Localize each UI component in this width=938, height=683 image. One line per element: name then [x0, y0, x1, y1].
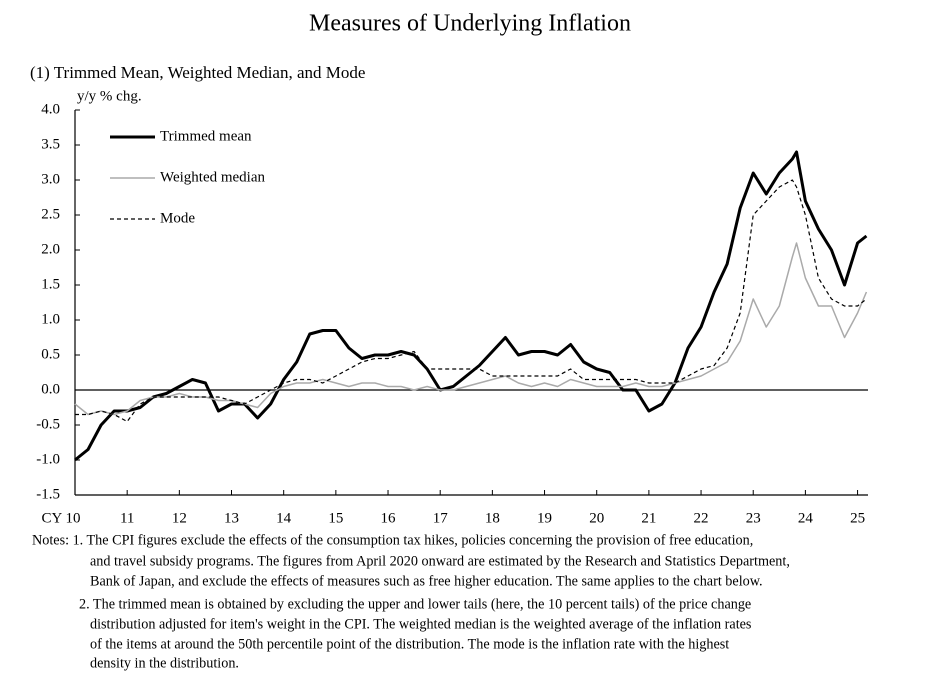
series-line: [74, 150, 868, 462]
x-tick-label: 20: [589, 510, 604, 526]
legend-label: Weighted median: [160, 169, 266, 185]
y-tick-label: -0.5: [36, 416, 60, 432]
y-tick-label: 3.0: [41, 171, 60, 187]
y-tick-label: 0.0: [41, 381, 60, 397]
chart-title: Measures of Underlying Inflation: [309, 11, 631, 37]
y-tick-label: 2.0: [41, 241, 60, 257]
x-tick-label: 21: [641, 510, 656, 526]
series-line: [75, 179, 867, 423]
y-tick-label: 1.0: [41, 311, 60, 327]
x-tick-label: 19: [537, 510, 552, 526]
x-tick-label: 13: [224, 510, 239, 526]
x-tick-label: 24: [798, 510, 814, 526]
y-tick-label: -1.5: [36, 486, 60, 502]
note-line: density in the distribution.: [90, 655, 239, 671]
x-tick-label: 11: [120, 510, 134, 526]
y-tick-label: 4.0: [41, 101, 60, 117]
note-line: Bank of Japan, and exclude the effects o…: [90, 573, 763, 589]
note-line: 2. The trimmed mean is obtained by exclu…: [79, 596, 751, 612]
note-line: Notes: 1. The CPI figures exclude the ef…: [32, 532, 753, 548]
x-tick-label: 14: [276, 510, 292, 526]
x-tick-label: 15: [328, 510, 343, 526]
y-tick-label: 0.5: [41, 346, 60, 362]
note-line: distribution adjusted for item's weight …: [90, 616, 752, 632]
x-tick-label: 12: [172, 510, 187, 526]
series-line: [74, 242, 868, 416]
note-line: and travel subsidy programs. The figures…: [90, 553, 790, 569]
y-tick-label: 1.5: [41, 276, 60, 292]
x-tick-label: 23: [746, 510, 761, 526]
x-tick-label: CY 10: [41, 510, 80, 526]
y-tick-label: 2.5: [41, 206, 60, 222]
legend-label: Mode: [160, 210, 195, 226]
x-tick-label: 18: [485, 510, 500, 526]
x-tick-label: 17: [433, 510, 449, 526]
legend-label: Trimmed mean: [160, 128, 252, 144]
x-tick-label: 16: [381, 510, 397, 526]
y-tick-label: -1.0: [36, 451, 60, 467]
x-tick-label: 22: [694, 510, 709, 526]
y-tick-label: 3.5: [41, 136, 60, 152]
note-line: of the items at around the 50th percenti…: [90, 636, 729, 652]
x-tick-label: 25: [850, 510, 865, 526]
y-axis-label: y/y % chg.: [77, 88, 142, 104]
chart-subtitle: (1) Trimmed Mean, Weighted Median, and M…: [30, 63, 365, 82]
